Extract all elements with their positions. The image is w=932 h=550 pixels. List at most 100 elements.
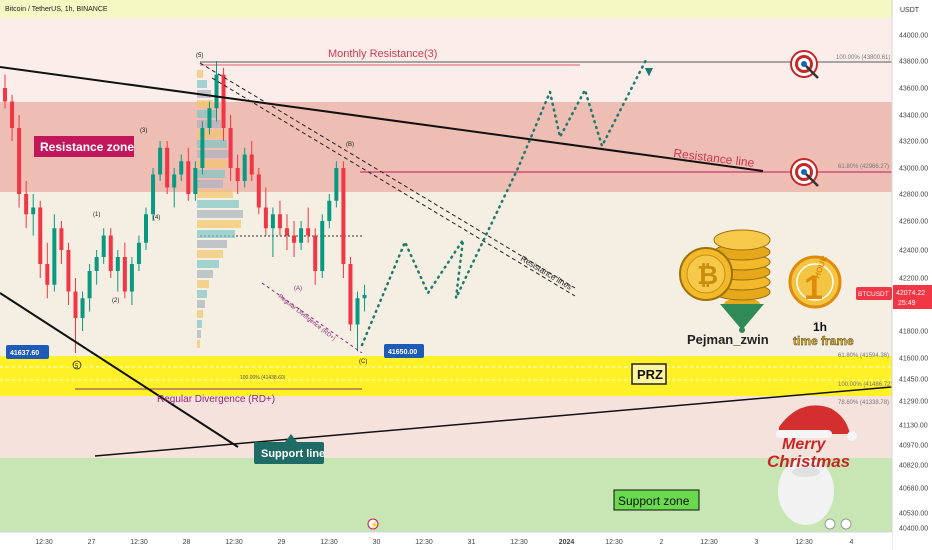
candle-body bbox=[263, 207, 268, 229]
candlesticks bbox=[3, 61, 367, 354]
candle-body bbox=[158, 147, 163, 175]
fib-100-prz-label: 100.00% (41486.72) bbox=[838, 382, 892, 388]
candle bbox=[186, 147, 191, 201]
candle bbox=[144, 207, 148, 250]
fib-618-prz-label: 61.80% (41594.36) bbox=[838, 353, 889, 359]
volume-profile-bar bbox=[197, 70, 203, 78]
monthly-resistance-label: Monthly Resistance(3) bbox=[328, 48, 437, 60]
candle bbox=[214, 61, 219, 122]
y-tick-label: 41450.00 bbox=[899, 377, 928, 384]
candle-body bbox=[355, 298, 360, 325]
wave-4: (4) bbox=[153, 215, 160, 221]
y-tick-label: 40400.00 bbox=[899, 526, 928, 533]
support-line-badge-pointer bbox=[285, 434, 297, 442]
time-axis[interactable] bbox=[0, 532, 892, 550]
support-line-badge bbox=[254, 442, 324, 464]
candle-body bbox=[249, 154, 254, 175]
candle-body bbox=[165, 147, 170, 188]
candle-body bbox=[115, 257, 120, 271]
candle-body bbox=[334, 168, 339, 201]
support-zone-badge bbox=[613, 489, 700, 511]
regular-divergence-label: Regular Divergence (RD+) bbox=[157, 394, 275, 405]
candle bbox=[80, 291, 85, 331]
volume-profile-bar bbox=[197, 340, 200, 348]
candle-body bbox=[228, 128, 233, 168]
volume-profile-bar bbox=[197, 250, 223, 258]
candle bbox=[158, 141, 163, 181]
candle bbox=[263, 187, 268, 236]
candle bbox=[348, 257, 353, 331]
wave-2: (2) bbox=[112, 298, 119, 304]
candle bbox=[115, 250, 120, 292]
candle bbox=[249, 141, 254, 181]
candle-body bbox=[313, 235, 318, 271]
candle bbox=[256, 168, 261, 215]
x-tick-label: 12:30 bbox=[700, 539, 718, 546]
volume-profile-bar bbox=[197, 200, 239, 208]
candle bbox=[122, 242, 127, 299]
christmas-label: Christmas bbox=[767, 452, 850, 471]
candle bbox=[52, 214, 57, 292]
resistance-zone-badge bbox=[34, 136, 134, 157]
event-icon-glyph: ⚡ bbox=[370, 520, 379, 529]
candle bbox=[362, 284, 367, 312]
resistance-zone-label: Resistance zone bbox=[40, 140, 134, 154]
price-label-left: 41637.60 bbox=[10, 350, 39, 357]
event-icon[interactable] bbox=[367, 518, 379, 530]
svg-text:₿: ₿ bbox=[697, 260, 718, 290]
candle bbox=[3, 74, 7, 109]
candle-body bbox=[66, 250, 71, 292]
price-axis[interactable] bbox=[892, 0, 932, 550]
volume-profile-bar bbox=[197, 80, 207, 88]
y-tick-label: 42600.00 bbox=[899, 219, 928, 226]
volume-profile-bar bbox=[197, 290, 207, 298]
candle-body bbox=[80, 298, 85, 318]
y-tick-label: 41130.00 bbox=[899, 423, 928, 430]
candle bbox=[200, 121, 205, 175]
x-tick-label: 2024 bbox=[559, 539, 575, 546]
candle bbox=[334, 161, 339, 208]
candle-body bbox=[94, 257, 99, 271]
candle-body bbox=[122, 257, 127, 292]
candle-body bbox=[285, 228, 289, 236]
candle bbox=[94, 250, 99, 285]
fib-618-top-label: 61.80% (42966.27) bbox=[838, 164, 889, 170]
candle bbox=[87, 264, 92, 312]
support-line-label: Support line bbox=[261, 448, 325, 460]
candle bbox=[172, 168, 177, 208]
last-price: 42074.22 bbox=[896, 290, 925, 297]
candle-body bbox=[59, 228, 64, 250]
flag-icon-2[interactable] bbox=[840, 518, 852, 530]
projection-path bbox=[360, 56, 649, 347]
wave-5-low-marker bbox=[72, 360, 82, 370]
candle bbox=[306, 207, 311, 243]
volume-profile-bar bbox=[197, 110, 217, 118]
volume-profile-bar bbox=[197, 160, 227, 168]
volume-profile-bar bbox=[197, 310, 203, 318]
top-band bbox=[0, 0, 892, 18]
candle bbox=[73, 278, 78, 354]
candle-body bbox=[235, 168, 240, 181]
candle bbox=[151, 168, 156, 221]
target-icon-mid bbox=[790, 158, 819, 187]
volume-profile-bar bbox=[197, 240, 227, 248]
y-tick-label: 42400.00 bbox=[899, 248, 928, 255]
y-tick-label: 40970.00 bbox=[899, 443, 928, 450]
volume-profile-bar bbox=[197, 150, 231, 158]
fib-786-prz-label: 78.60% (41338.78) bbox=[838, 400, 889, 406]
candle bbox=[38, 200, 43, 278]
candle bbox=[221, 67, 226, 141]
wave-3: (3) bbox=[140, 128, 147, 134]
flag-icon-1[interactable] bbox=[824, 518, 836, 530]
y-tick-label: 41800.00 bbox=[899, 329, 928, 336]
support-zone-label: Support zone bbox=[618, 494, 690, 508]
volume-profile-bar bbox=[197, 320, 202, 328]
volume-profile-bar bbox=[197, 210, 243, 218]
candle bbox=[10, 94, 15, 141]
hour-badge-graphic bbox=[788, 255, 842, 309]
x-tick-label: 31 bbox=[468, 539, 476, 546]
candle bbox=[355, 291, 360, 352]
y-tick-label: 43600.00 bbox=[899, 86, 928, 93]
candle-body bbox=[306, 228, 311, 236]
